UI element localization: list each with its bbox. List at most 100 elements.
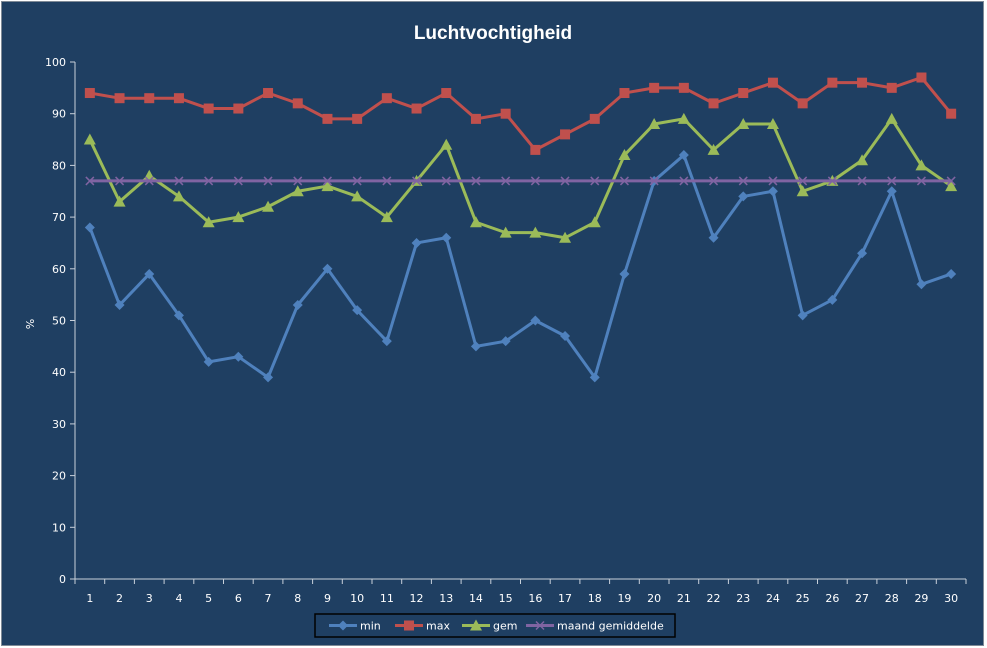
data-point-min bbox=[322, 263, 333, 274]
data-point-maand-gemiddelde bbox=[768, 176, 778, 186]
x-marker-stroke bbox=[916, 176, 926, 186]
data-point-maand-gemiddelde bbox=[560, 176, 570, 186]
data-point-maand-gemiddelde bbox=[679, 176, 689, 186]
data-point-min bbox=[500, 336, 511, 347]
chart-title: Luchtvochtigheid bbox=[414, 23, 572, 44]
x-tick-label: 4 bbox=[175, 592, 182, 605]
data-point-gem bbox=[648, 118, 661, 130]
data-point-min bbox=[560, 331, 571, 342]
data-point-min bbox=[797, 310, 808, 321]
series-line-min bbox=[88, 153, 952, 379]
x-tick-label: 5 bbox=[205, 592, 212, 605]
data-point-max bbox=[827, 77, 838, 88]
data-point-max bbox=[589, 113, 600, 124]
x-tick-label: 9 bbox=[324, 592, 331, 605]
data-point-max bbox=[411, 103, 422, 114]
data-point-gem bbox=[262, 200, 275, 212]
x-tick-label: 18 bbox=[588, 592, 602, 605]
x-marker-stroke bbox=[263, 176, 273, 186]
data-point-gem bbox=[529, 226, 542, 238]
x-tick-label: 22 bbox=[707, 592, 721, 605]
x-tick-label: 6 bbox=[235, 592, 242, 605]
data-point-maand-gemiddelde bbox=[619, 176, 629, 186]
y-tick-label: 60 bbox=[52, 263, 66, 276]
series-layer bbox=[83, 72, 958, 383]
x-marker-stroke bbox=[144, 176, 154, 186]
y-tick-label: 100 bbox=[45, 56, 66, 69]
data-point-maand-gemiddelde bbox=[204, 176, 214, 186]
data-point-gem bbox=[321, 180, 334, 192]
data-point-maand-gemiddelde bbox=[827, 176, 837, 186]
data-point-maand-gemiddelde bbox=[738, 176, 748, 186]
data-point-min bbox=[738, 191, 749, 202]
data-point-min bbox=[381, 336, 392, 347]
series-max bbox=[84, 72, 957, 155]
data-point-maand-gemiddelde bbox=[649, 176, 659, 186]
data-point-max bbox=[84, 88, 95, 99]
data-point-max bbox=[470, 113, 481, 124]
data-point-maand-gemiddelde bbox=[709, 176, 719, 186]
series-maand-gemiddelde bbox=[85, 176, 956, 186]
x-marker-stroke bbox=[887, 176, 897, 186]
x-marker-stroke bbox=[85, 176, 95, 186]
data-point-gem bbox=[677, 112, 690, 124]
data-point-maand-gemiddelde bbox=[590, 176, 600, 186]
y-tick-label: 10 bbox=[52, 521, 66, 534]
data-point-gem bbox=[588, 216, 601, 228]
data-point-max bbox=[441, 88, 452, 99]
data-point-max bbox=[233, 103, 244, 114]
data-point-max bbox=[322, 113, 333, 124]
data-point-max bbox=[797, 98, 808, 109]
x-marker-stroke bbox=[322, 176, 332, 186]
data-point-maand-gemiddelde bbox=[293, 176, 303, 186]
data-point-min bbox=[352, 305, 363, 316]
data-point-min bbox=[857, 248, 868, 259]
legend-label: maand gemiddelde bbox=[557, 620, 664, 633]
x-tick-label: 20 bbox=[647, 592, 661, 605]
data-point-max bbox=[203, 103, 214, 114]
data-point-min bbox=[263, 372, 274, 383]
legend-entry-maand-gemiddelde: maand gemiddelde bbox=[526, 620, 664, 633]
x-marker-stroke bbox=[471, 176, 481, 186]
x-marker-stroke bbox=[501, 176, 511, 186]
x-marker-stroke bbox=[798, 176, 808, 186]
data-point-max bbox=[678, 82, 689, 93]
data-point-gem bbox=[143, 169, 156, 181]
x-tick-label: 25 bbox=[796, 592, 810, 605]
data-point-max bbox=[767, 77, 778, 88]
data-point-min bbox=[411, 237, 422, 248]
data-point-maand-gemiddelde bbox=[441, 176, 451, 186]
data-point-max bbox=[530, 144, 541, 155]
x-marker-stroke bbox=[560, 176, 570, 186]
y-tick-label: 70 bbox=[52, 211, 66, 224]
data-point-max bbox=[292, 98, 303, 109]
data-point-maand-gemiddelde bbox=[115, 176, 125, 186]
y-tick-label: 0 bbox=[59, 573, 66, 586]
data-point-maand-gemiddelde bbox=[85, 176, 95, 186]
data-point-min bbox=[767, 186, 778, 197]
x-tick-label: 17 bbox=[558, 592, 572, 605]
data-point-maand-gemiddelde bbox=[263, 176, 273, 186]
y-tick-label: 20 bbox=[52, 470, 66, 483]
x-tick-label: 14 bbox=[469, 592, 483, 605]
data-point-maand-gemiddelde bbox=[916, 176, 926, 186]
y-tick-label: 40 bbox=[52, 366, 66, 379]
x-marker-stroke bbox=[619, 176, 629, 186]
data-point-maand-gemiddelde bbox=[233, 176, 243, 186]
x-marker-stroke bbox=[649, 176, 659, 186]
x-marker-stroke bbox=[530, 176, 540, 186]
x-marker-stroke bbox=[352, 176, 362, 186]
data-point-max bbox=[946, 108, 957, 119]
x-tick-label: 1 bbox=[86, 592, 93, 605]
series-line-max bbox=[89, 76, 953, 152]
data-point-gem bbox=[766, 118, 779, 130]
x-tick-label: 28 bbox=[885, 592, 899, 605]
x-marker-stroke bbox=[441, 176, 451, 186]
x-tick-label: 30 bbox=[944, 592, 958, 605]
x-tick-label: 7 bbox=[265, 592, 272, 605]
x-tick-label: 24 bbox=[766, 592, 780, 605]
data-point-maand-gemiddelde bbox=[352, 176, 362, 186]
data-point-min bbox=[827, 294, 838, 305]
